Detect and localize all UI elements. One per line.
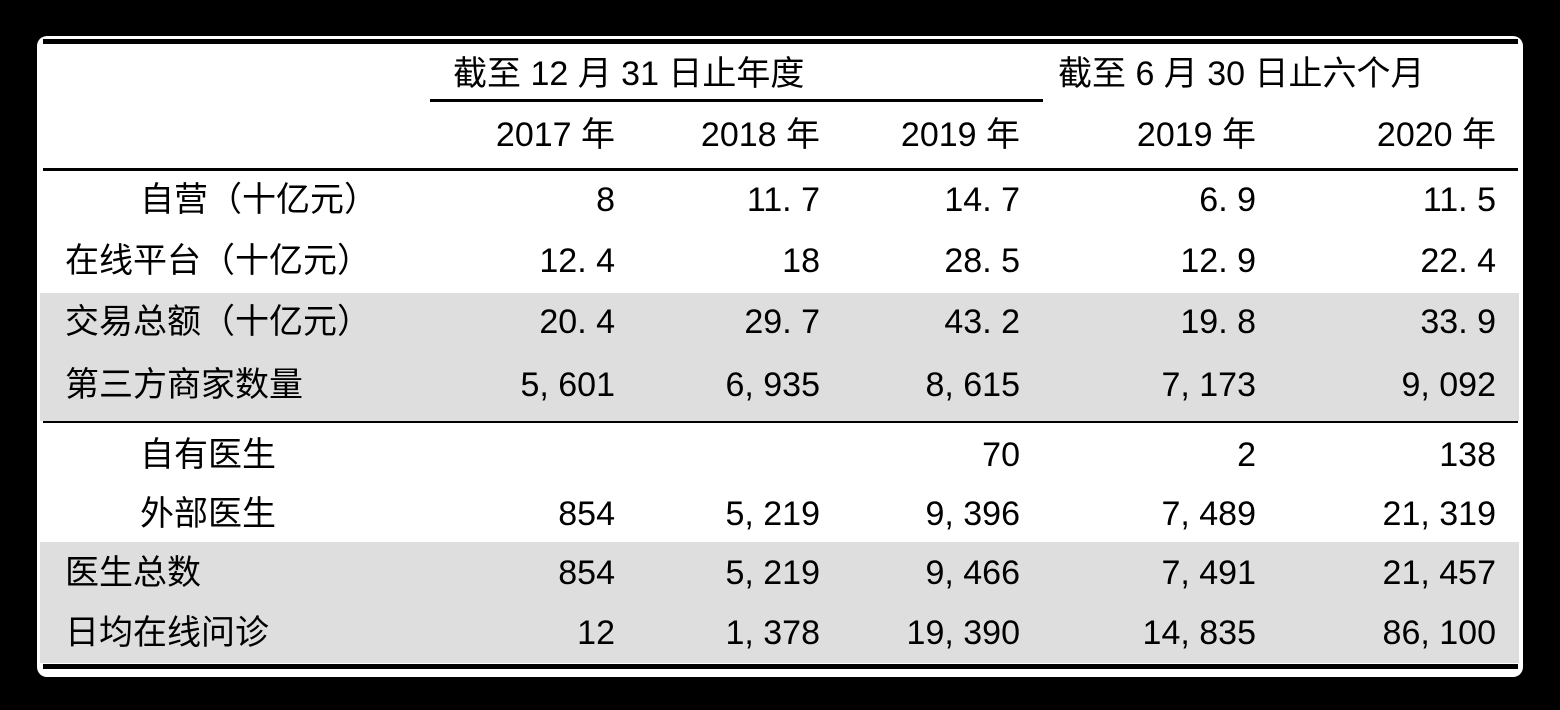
shaded-band-doctors xyxy=(40,542,1519,663)
table-top-rule xyxy=(43,39,1518,44)
row-label: 交易总额（十亿元） xyxy=(65,303,371,341)
cell-value: 2 xyxy=(1237,436,1256,474)
year-header: 2018 年 xyxy=(700,116,820,154)
cell-value: 854 xyxy=(558,495,615,533)
mid-section-rule xyxy=(43,421,1518,423)
cell-value: 14. 7 xyxy=(944,181,1020,219)
cell-value: 5, 219 xyxy=(725,554,820,592)
cell-value: 12. 9 xyxy=(1180,242,1256,280)
cell-value: 21, 457 xyxy=(1382,554,1496,592)
cell-value: 9, 396 xyxy=(925,495,1020,533)
cell-value: 854 xyxy=(558,554,615,592)
cell-value: 8, 615 xyxy=(925,366,1020,404)
cell-value: 12 xyxy=(577,614,615,652)
cell-value: 6. 9 xyxy=(1199,181,1256,219)
table-row: 日均在线问诊 12 1, 378 19, 390 14, 835 86, 100 xyxy=(37,603,1523,664)
cell-value: 7, 491 xyxy=(1161,554,1256,592)
row-label: 日均在线问诊 xyxy=(65,614,269,652)
cell-value: 11. 7 xyxy=(746,181,820,219)
cell-value: 7, 489 xyxy=(1161,495,1256,533)
shaded-band-totals xyxy=(40,293,1519,421)
row-label: 自有医生 xyxy=(140,436,276,474)
column-group-annual: 截至 12 月 31 日止年度 xyxy=(453,55,805,93)
year-header: 2019 年 xyxy=(1136,116,1256,154)
table-row: 自营（十亿元） 8 11. 7 14. 7 6. 9 11. 5 xyxy=(37,170,1523,231)
cell-value: 8 xyxy=(596,181,615,219)
cell-value: 11. 5 xyxy=(1422,181,1496,219)
cell-value: 9, 466 xyxy=(925,554,1020,592)
cell-value: 20. 4 xyxy=(539,303,615,341)
column-group-six-months: 截至 6 月 30 日止六个月 xyxy=(1058,55,1425,93)
cell-value: 7, 173 xyxy=(1161,366,1256,404)
cell-value: 6, 935 xyxy=(725,366,820,404)
year-header: 2020 年 xyxy=(1376,116,1496,154)
cell-value: 22. 4 xyxy=(1420,242,1496,280)
row-label: 第三方商家数量 xyxy=(65,366,303,404)
cell-value: 86, 100 xyxy=(1382,614,1496,652)
cell-value: 43. 2 xyxy=(944,303,1020,341)
cell-value: 14, 835 xyxy=(1142,614,1256,652)
table-row: 外部医生 854 5, 219 9, 396 7, 489 21, 319 xyxy=(37,484,1523,545)
row-label: 在线平台（十亿元） xyxy=(65,242,371,280)
cell-value: 19. 8 xyxy=(1180,303,1256,341)
table-row: 自有医生 70 2 138 xyxy=(37,425,1523,486)
row-label: 医生总数 xyxy=(65,554,201,592)
year-group-underline xyxy=(430,99,1043,102)
table-row: 在线平台（十亿元） 12. 4 18 28. 5 12. 9 22. 4 xyxy=(37,231,1523,292)
cell-value: 5, 219 xyxy=(725,495,820,533)
cell-value: 9, 092 xyxy=(1401,366,1496,404)
table-card: 截至 12 月 31 日止年度 截至 6 月 30 日止六个月 2017 年 2… xyxy=(37,36,1523,677)
header-bottom-rule xyxy=(43,168,1518,171)
cell-value: 29. 7 xyxy=(744,303,820,341)
cell-value: 19, 390 xyxy=(906,614,1020,652)
cell-value: 138 xyxy=(1439,436,1496,474)
cell-value: 18 xyxy=(782,242,820,280)
row-label: 自营（十亿元） xyxy=(140,181,378,219)
cell-value: 12. 4 xyxy=(539,242,615,280)
table-row: 第三方商家数量 5, 601 6, 935 8, 615 7, 173 9, 0… xyxy=(37,355,1523,416)
table-bottom-rule xyxy=(43,664,1518,669)
cell-value: 70 xyxy=(982,436,1020,474)
table-row: 交易总额（十亿元） 20. 4 29. 7 43. 2 19. 8 33. 9 xyxy=(37,292,1523,353)
row-label: 外部医生 xyxy=(140,495,276,533)
year-header: 2017 年 xyxy=(495,116,615,154)
table-row: 医生总数 854 5, 219 9, 466 7, 491 21, 457 xyxy=(37,543,1523,604)
cell-value: 28. 5 xyxy=(944,242,1020,280)
cell-value: 1, 378 xyxy=(725,614,820,652)
year-header: 2019 年 xyxy=(900,116,1020,154)
cell-value: 21, 319 xyxy=(1382,495,1496,533)
cell-value: 33. 9 xyxy=(1420,303,1496,341)
cell-value: 5, 601 xyxy=(520,366,615,404)
year-header-row: 2017 年 2018 年 2019 年 2019 年 2020 年 xyxy=(37,115,1523,155)
